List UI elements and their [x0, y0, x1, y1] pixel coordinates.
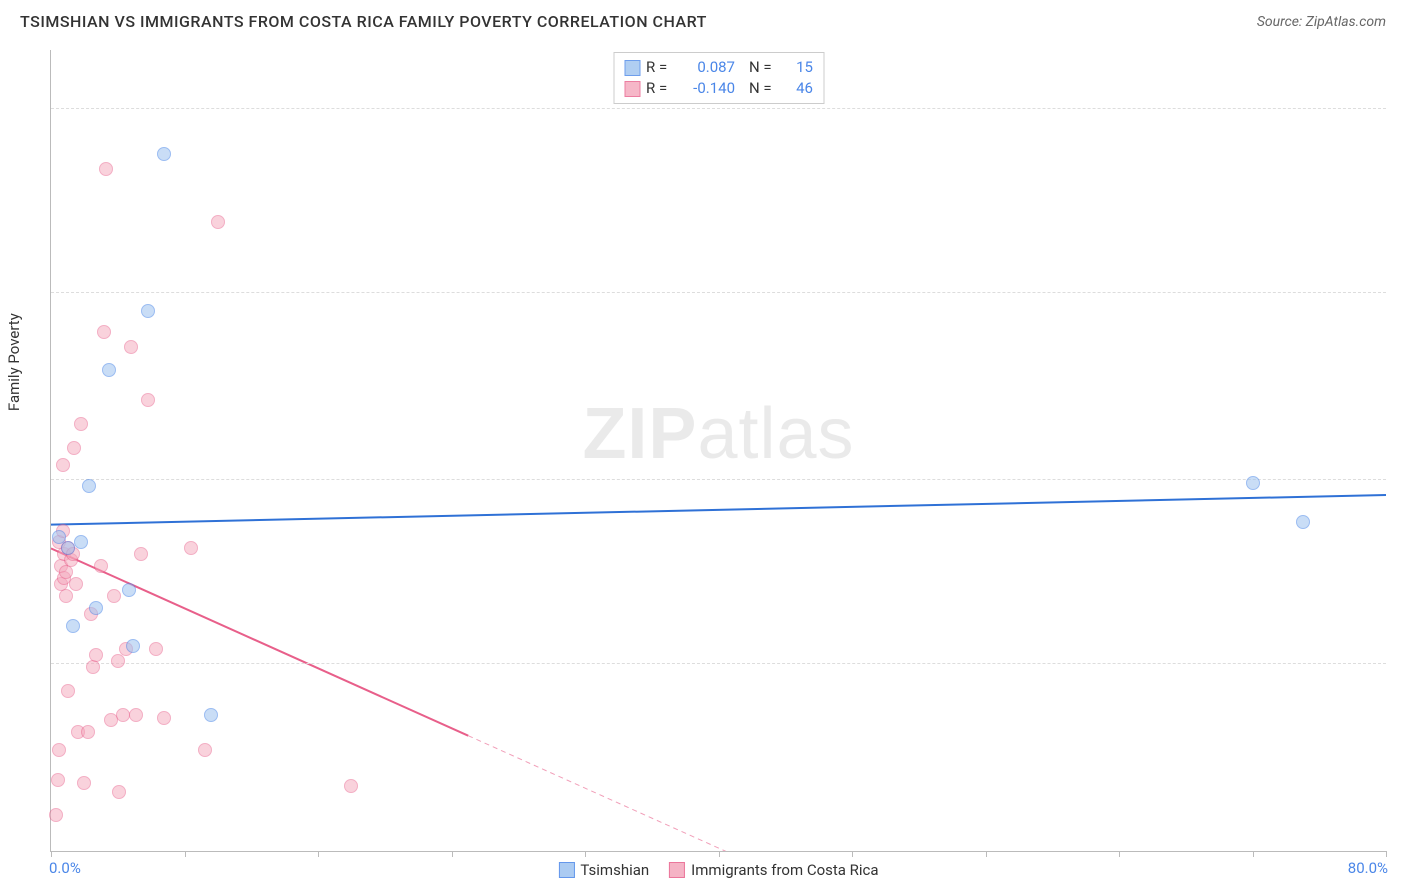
legend-item: Immigrants from Costa Rica [669, 861, 878, 879]
data-point [129, 708, 143, 722]
r-value: 0.087 [680, 57, 735, 78]
data-point [81, 725, 95, 739]
legend-series-name: Immigrants from Costa Rica [691, 861, 878, 879]
y-tick-label: 25.0% [1391, 82, 1406, 100]
n-label: N = [749, 57, 777, 78]
x-tick [719, 851, 720, 857]
x-tick [452, 851, 453, 857]
x-tick [852, 851, 853, 857]
data-point [141, 393, 155, 407]
data-point [124, 340, 138, 354]
x-tick [185, 851, 186, 857]
x-tick [1386, 851, 1387, 857]
data-point [1296, 515, 1310, 529]
data-point [134, 547, 148, 561]
data-point [157, 711, 171, 725]
y-tick-label: 18.8% [1391, 266, 1406, 284]
data-point [1246, 476, 1260, 490]
data-point [204, 708, 218, 722]
trend-line [51, 548, 468, 735]
data-point [198, 743, 212, 757]
r-label: R = [646, 57, 674, 78]
watermark-zip: ZIP [582, 394, 697, 474]
legend-item: Tsimshian [558, 861, 649, 879]
y-axis-label: Family Poverty [5, 313, 23, 411]
data-point [56, 458, 70, 472]
legend-stat-row: R = 0.087 N = 15 [624, 57, 813, 78]
legend-swatch [669, 862, 685, 878]
gridline [51, 663, 1386, 664]
plot-region: ZIPatlas R = 0.087 N = 15R = -0.140 N = 46 0.0… [50, 50, 1386, 852]
gridline [51, 292, 1386, 293]
data-point [157, 147, 171, 161]
n-value: 15 [783, 57, 813, 78]
series-legend: Tsimshian Immigrants from Costa Rica [558, 861, 878, 879]
data-point [111, 654, 125, 668]
legend-series-name: Tsimshian [580, 861, 649, 879]
data-point [86, 660, 100, 674]
header: TSIMSHIAN VS IMMIGRANTS FROM COSTA RICA … [0, 0, 1406, 39]
data-point [94, 559, 108, 573]
data-point [77, 776, 91, 790]
data-point [69, 577, 83, 591]
data-point [112, 785, 126, 799]
data-point [74, 535, 88, 549]
chart-title: TSIMSHIAN VS IMMIGRANTS FROM COSTA RICA … [20, 12, 707, 31]
data-point [67, 441, 81, 455]
data-point [59, 589, 73, 603]
trend-lines-layer [51, 50, 1386, 851]
x-tick [51, 851, 52, 857]
legend-stat-row: R = -0.140 N = 46 [624, 78, 813, 99]
data-point [61, 541, 75, 555]
data-point [89, 648, 103, 662]
data-point [149, 642, 163, 656]
x-axis-max-label: 80.0% [1348, 859, 1388, 877]
data-point [66, 619, 80, 633]
x-tick [318, 851, 319, 857]
y-tick-label: 12.5% [1391, 453, 1406, 471]
legend-swatch [558, 862, 574, 878]
data-point [211, 215, 225, 229]
data-point [184, 541, 198, 555]
data-point [141, 304, 155, 318]
data-point [344, 779, 358, 793]
y-tick-label: 6.3% [1391, 637, 1406, 655]
data-point [102, 363, 116, 377]
data-point [126, 639, 140, 653]
r-label: R = [646, 78, 674, 99]
data-point [97, 325, 111, 339]
legend-swatch [624, 60, 640, 76]
x-axis-min-label: 0.0% [49, 859, 81, 877]
n-value: 46 [783, 78, 813, 99]
data-point [107, 589, 121, 603]
trend-line-extrapolated [468, 736, 1386, 851]
x-tick [1119, 851, 1120, 857]
data-point [116, 708, 130, 722]
data-point [82, 479, 96, 493]
data-point [89, 601, 103, 615]
n-label: N = [749, 78, 777, 99]
x-tick [986, 851, 987, 857]
data-point [52, 743, 66, 757]
data-point [122, 583, 136, 597]
data-point [51, 773, 65, 787]
gridline [51, 108, 1386, 109]
source-attribution: Source: ZipAtlas.com [1257, 14, 1386, 30]
x-tick [1253, 851, 1254, 857]
watermark-atlas: atlas [697, 394, 854, 474]
r-value: -0.140 [680, 78, 735, 99]
legend-swatch [624, 81, 640, 97]
watermark: ZIPatlas [582, 393, 854, 475]
data-point [49, 808, 63, 822]
data-point [61, 684, 75, 698]
gridline [51, 479, 1386, 480]
data-point [74, 417, 88, 431]
data-point [99, 162, 113, 176]
trend-line [51, 495, 1386, 525]
x-tick [585, 851, 586, 857]
chart-area: Family Poverty ZIPatlas R =0.087N =15R =… [50, 50, 1386, 852]
correlation-legend: R = 0.087 N = 15 R = -0.140 N = 46 [613, 52, 824, 104]
